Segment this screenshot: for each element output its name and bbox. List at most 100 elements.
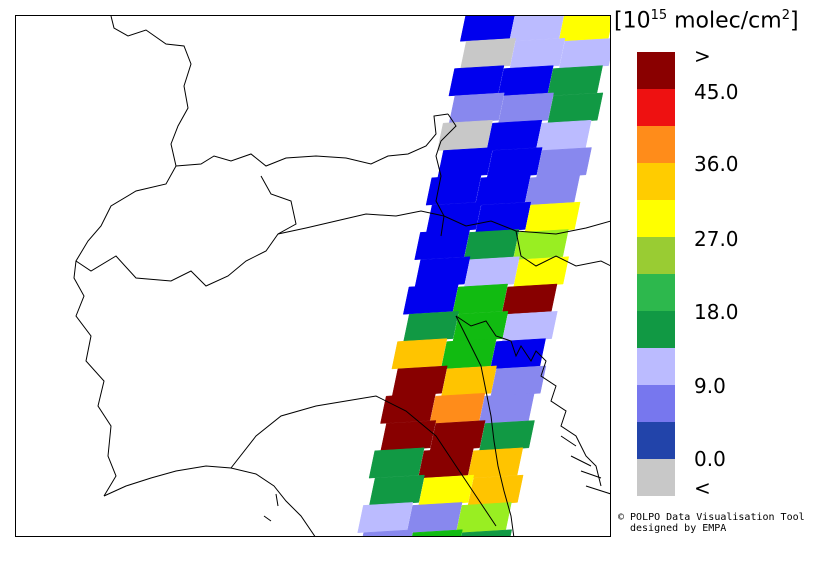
border-france-germany [110,16,192,167]
swath-pixel [486,147,543,179]
swath-pixel [535,119,592,151]
swath-pixel [547,92,604,124]
swath-pixel [437,119,493,151]
border-italy-austria [277,210,445,235]
legend-label-9: 9.0 [694,374,726,398]
swath-pixel [429,392,486,424]
swath-pixel [429,420,486,452]
legend-colorbar [637,52,675,496]
border-france-italy [73,260,117,497]
legend-swatch [637,311,675,348]
swath-pixel [475,201,532,233]
legend-label-45: 45.0 [694,80,739,104]
swath-pixel [452,283,508,315]
swath-pixel [418,447,474,479]
swath-pixel [498,92,554,124]
swath-pixel [490,365,547,397]
country-borders [73,16,610,536]
swath-pixel [414,229,471,260]
legend-label-18: 18.0 [694,300,739,324]
legend-swatch [637,348,675,385]
swath-pixel [478,392,535,424]
swath-pixel [357,502,414,533]
legend-swatch [637,237,675,274]
islands-croatia [560,435,610,495]
swath-pixel [418,474,475,506]
legend-swatch [637,200,675,237]
swath-pixel [463,229,520,260]
map-panel[interactable] [15,15,611,537]
swath-pixel [440,338,497,370]
swath-pixel [448,92,505,124]
legend-swatch [637,422,675,459]
swath-pixel [509,38,566,69]
swath-pixel [414,256,471,288]
credit-line-1: © POLPO Data Visualisation Tool [618,512,805,523]
legend-swatch [637,52,675,89]
swath-pixel [558,16,610,42]
credit-line-2: designed by EMPA [630,523,727,534]
swath-pixel [402,283,459,315]
satellite-swath [357,16,610,536]
legend-swatch [637,274,675,311]
legend-swatch [637,163,675,200]
swath-pixel [362,529,414,536]
swath-pixel [501,311,558,342]
swath-pixel [380,392,436,424]
legend-swatch [637,459,675,496]
coast-liguria [103,465,316,536]
swath-pixel [460,38,516,69]
swath-pixel [467,447,524,479]
swath-pixel [558,38,610,69]
swath-pixel [391,338,448,370]
swath-pixel [456,502,512,533]
swath-pixel [479,420,535,452]
swath-pixel [425,174,482,206]
coast-adriatic [455,315,602,487]
swath-pixel [547,65,603,97]
swath-pixel [368,447,425,479]
map-canvas [73,16,610,536]
swath-pixel [459,16,515,42]
swath-pixel [464,256,520,288]
swath-pixel [380,420,437,452]
legend-label-0: 0.0 [694,447,726,471]
swath-pixel [475,174,531,206]
swath-pixel [403,311,459,342]
swath-pixel [486,119,543,151]
swath-pixel [509,16,564,42]
swath-pixel [490,338,546,370]
border-apennine [230,395,497,527]
swath-pixel [441,365,497,397]
coast-italy-east [455,315,515,536]
legend-swatch [637,126,675,163]
swath-pixel [448,65,505,97]
legend-swatch [637,89,675,126]
swath-pixel [426,201,482,233]
swath-pixel [524,201,581,233]
swath-pixel [391,365,448,397]
swath-pixel [467,474,524,506]
swath-pixel [501,283,558,315]
swath-pixel [461,529,513,536]
border-slovenia-croatia [515,230,610,267]
legend-label-over: > [694,44,711,68]
legend-swatch [637,385,675,422]
swath-pixel [412,529,463,536]
swath-pixel [513,256,570,288]
swath-pixel [536,147,592,179]
legend-label-36: 36.0 [694,152,739,176]
swath-pixel [524,174,581,206]
credit-text: © POLPO Data Visualisation Tool designed… [618,512,805,534]
swath-pixel [513,229,569,260]
legend-unit: [1015 molec/cm2] [614,8,799,34]
legend-label-27: 27.0 [694,227,739,251]
swath-pixel [437,147,494,179]
border-germany-austria [175,113,449,167]
swath-pixel [497,65,554,97]
swath-pixel [406,502,463,533]
coast-corsica [263,493,279,522]
border-switzerland [75,165,297,287]
swath-pixel [369,474,425,506]
border-austria-east [435,113,457,237]
